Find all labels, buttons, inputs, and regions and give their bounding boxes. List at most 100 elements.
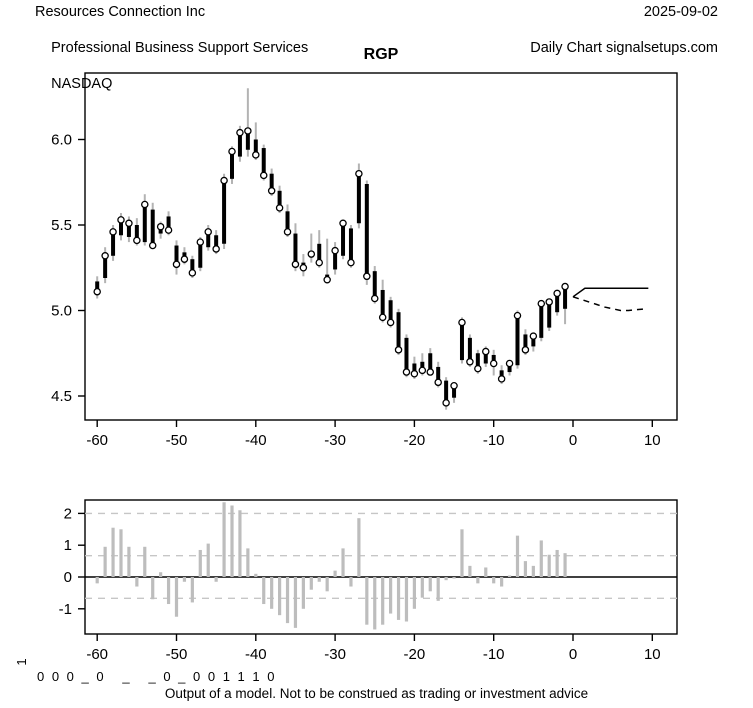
y-tick-label: 0 xyxy=(64,569,72,586)
close-marker xyxy=(505,359,514,368)
close-marker xyxy=(164,226,173,234)
close-marker xyxy=(450,381,458,390)
close-marker xyxy=(331,246,339,255)
signal-row: 0 0 0 _ 0 _ _ 0 _ 0 0 1 1 1 0 xyxy=(37,669,277,684)
price-bars xyxy=(93,88,569,410)
close-marker xyxy=(93,287,101,296)
close-marker xyxy=(394,346,403,354)
close-marker xyxy=(497,375,506,383)
close-marker xyxy=(315,258,323,267)
x-tick-label: -20 xyxy=(404,432,426,449)
close-marker xyxy=(267,187,276,195)
x-tick-label: -60 xyxy=(86,432,108,449)
x-tick-label: -40 xyxy=(245,432,267,449)
close-marker xyxy=(101,252,109,260)
close-marker xyxy=(466,358,474,366)
forecast-line-dashed xyxy=(572,296,647,312)
y-tick-label: 4.5 xyxy=(51,388,72,405)
ticker-title: RGP xyxy=(363,46,399,63)
y-tick-label: 1 xyxy=(64,537,72,554)
close-marker xyxy=(228,147,236,156)
close-marker xyxy=(307,250,316,258)
header-right: 2025-09-02 Daily Chart signalsetups.com xyxy=(514,3,718,57)
company-name: Resources Connection Inc xyxy=(35,4,206,20)
close-marker xyxy=(513,311,522,320)
x-tick-label: -30 xyxy=(324,646,346,663)
close-marker xyxy=(236,128,244,137)
close-marker xyxy=(117,216,125,224)
x-tick-label: -50 xyxy=(166,646,188,663)
x-tick-label: 0 xyxy=(569,646,577,663)
close-marker xyxy=(172,260,181,269)
close-marker xyxy=(442,399,450,407)
close-marker xyxy=(363,272,371,281)
close-marker xyxy=(299,263,308,272)
indicator-axis-label: 1 xyxy=(14,658,29,665)
industry-name: Professional Business Support Services xyxy=(51,40,309,56)
close-marker xyxy=(141,200,149,209)
close-marker xyxy=(156,222,165,231)
price-chart: -60 -50 -40 -30 -20 -10 0 10 4.5 5.0 5.5 6.0 xyxy=(51,72,678,449)
close-marker xyxy=(196,238,205,246)
close-marker xyxy=(426,368,435,376)
x-tick-label: 10 xyxy=(644,432,661,449)
close-marker xyxy=(561,282,569,291)
close-marker xyxy=(545,298,553,306)
y-tick-label: -1 xyxy=(59,601,72,618)
close-marker xyxy=(529,332,538,340)
y-tick-label: 5.0 xyxy=(51,303,72,320)
x-tick-label: -10 xyxy=(483,432,505,449)
header-left: Resources Connection Inc Professional Bu… xyxy=(35,3,308,93)
close-marker xyxy=(275,204,284,212)
close-marker xyxy=(180,255,189,263)
close-marker xyxy=(537,299,546,308)
x-tick-label: -40 xyxy=(245,646,267,663)
close-marker xyxy=(474,364,482,373)
close-marker xyxy=(355,169,363,178)
x-tick-label: -30 xyxy=(324,432,346,449)
close-marker xyxy=(252,151,260,159)
close-marker xyxy=(521,346,530,354)
close-marker xyxy=(109,228,117,236)
close-marker xyxy=(188,269,197,277)
close-marker xyxy=(402,368,411,376)
close-marker xyxy=(347,258,355,267)
close-marker xyxy=(212,245,220,253)
x-tick-label: -50 xyxy=(166,432,188,449)
close-marker xyxy=(378,313,387,322)
close-marker xyxy=(291,260,300,269)
indicator-bars xyxy=(95,502,567,630)
x-tick-label: -10 xyxy=(483,646,505,663)
close-marker xyxy=(283,228,292,236)
y-tick-label: 2 xyxy=(64,505,72,522)
close-marker xyxy=(339,219,347,228)
close-marker xyxy=(434,378,442,387)
close-marker xyxy=(323,275,331,284)
x-tick-label: -20 xyxy=(404,646,426,663)
forecast-line-solid xyxy=(572,287,649,298)
close-marker xyxy=(244,127,252,135)
y-tick-label: 5.5 xyxy=(51,217,72,234)
close-marker xyxy=(259,171,268,180)
close-marker xyxy=(489,359,498,368)
x-tick-label: 10 xyxy=(644,646,661,663)
chart-source: Daily Chart signalsetups.com xyxy=(530,40,718,56)
x-tick-label: -60 xyxy=(86,646,108,663)
disclaimer-text: Output of a model. Not to be construed a… xyxy=(164,686,589,701)
close-marker xyxy=(204,228,212,236)
chart-date: 2025-09-02 xyxy=(643,4,718,20)
exchange-name: NASDAQ xyxy=(51,76,113,92)
close-marker xyxy=(482,347,490,356)
close-marker xyxy=(148,241,157,250)
close-marker xyxy=(386,318,395,327)
close-marker xyxy=(125,219,133,228)
x-tick-label: 0 xyxy=(569,432,577,449)
close-marker xyxy=(133,236,141,245)
y-tick-label: 6.0 xyxy=(51,132,72,149)
close-marker xyxy=(220,176,228,185)
close-marker xyxy=(458,318,466,327)
close-marker xyxy=(553,289,561,298)
